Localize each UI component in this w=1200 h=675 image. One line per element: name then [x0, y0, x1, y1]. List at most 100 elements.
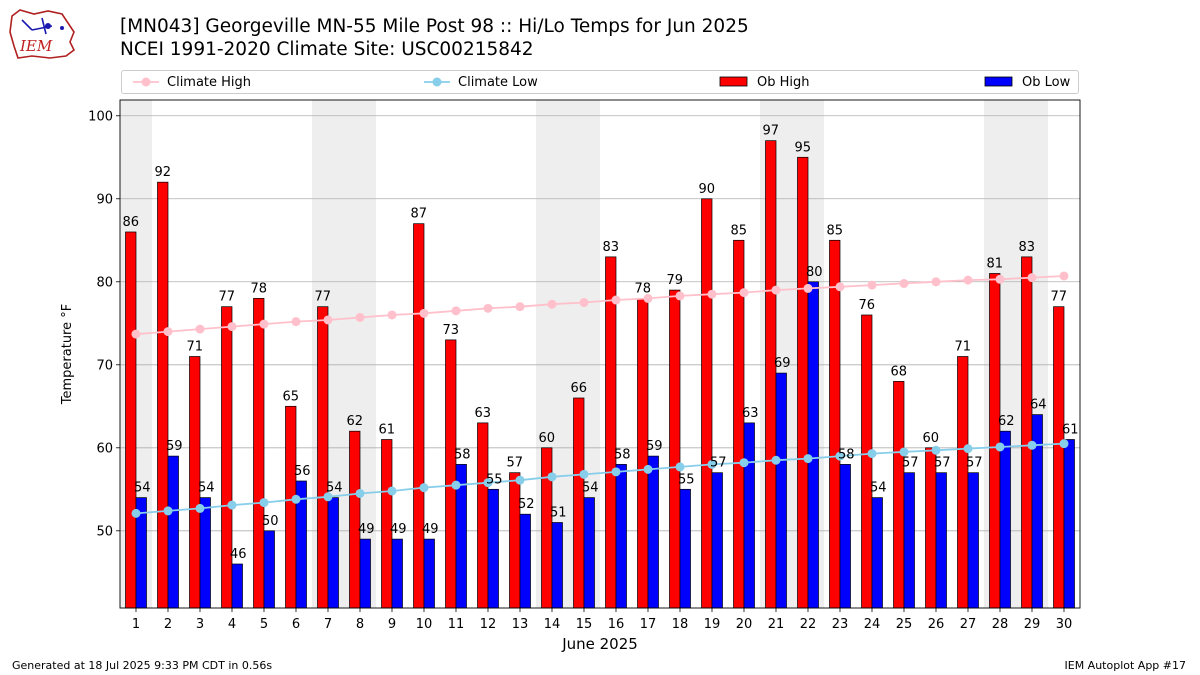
ob-low-bar: [487, 488, 499, 609]
climate-low-point: [131, 508, 141, 518]
ob-high-bar: [1021, 256, 1033, 609]
ob-high-value-label: 77: [314, 290, 331, 305]
ob-high-value-label: 86: [122, 215, 139, 230]
ob-low-value-label: 54: [870, 481, 887, 496]
x-tick-label: 19: [704, 617, 721, 632]
y-axis-label: Temperature °F: [60, 304, 75, 405]
ob-high-bar: [701, 198, 713, 609]
ob-high-swatch-icon: [719, 76, 748, 87]
x-tick-label: 29: [1024, 617, 1041, 632]
climate-high-point: [835, 282, 845, 292]
ob-low-bar: [615, 464, 627, 609]
x-tick-label: 2: [164, 617, 172, 632]
x-tick-label: 15: [576, 617, 593, 632]
climate-low-point: [579, 469, 589, 479]
ob-low-value-label: 63: [742, 406, 759, 421]
ob-low-bar: [871, 497, 883, 609]
x-tick-label: 6: [292, 617, 300, 632]
climate-high-point: [739, 288, 749, 298]
ob-low-bar: [1063, 439, 1075, 609]
ob-low-value-label: 57: [710, 456, 727, 471]
ob-high-value-label: 57: [506, 456, 523, 471]
ob-high-value-label: 78: [250, 281, 267, 296]
ob-low-bar: [935, 472, 947, 609]
climate-low-point: [707, 459, 717, 469]
x-tick-label: 16: [608, 617, 625, 632]
ob-high-value-label: 83: [602, 240, 619, 255]
climate-high-point: [419, 308, 429, 318]
ob-low-value-label: 49: [390, 522, 407, 537]
x-tick-label: 1: [132, 617, 140, 632]
ob-low-value-label: 59: [646, 439, 663, 454]
ob-high-value-label: 79: [666, 273, 683, 288]
x-tick-label: 21: [768, 617, 785, 632]
climate-high-point: [515, 302, 525, 312]
ob-low-value-label: 49: [422, 522, 439, 537]
climate-high-line-icon: [133, 77, 159, 87]
climate-low-point: [867, 449, 877, 459]
ob-high-bar: [253, 298, 265, 609]
ob-low-swatch-icon: [984, 76, 1013, 87]
y-tick-label: 90: [96, 192, 113, 207]
climate-high-point: [547, 299, 557, 309]
ob-low-bar: [743, 422, 755, 609]
ob-low-bar: [391, 538, 403, 609]
ob-low-value-label: 52: [518, 497, 535, 512]
x-tick-label: 26: [928, 617, 945, 632]
climate-high-point: [1059, 271, 1069, 281]
legend-climate-low: Climate Low: [424, 71, 538, 93]
plot-frame: [119, 99, 1081, 609]
x-tick-label: 25: [896, 617, 913, 632]
x-tick-label: 8: [356, 617, 364, 632]
logo-text: IEM: [19, 37, 53, 55]
climate-high-point: [483, 303, 493, 313]
x-tick-label: 22: [800, 617, 817, 632]
ob-low-bar: [167, 455, 179, 609]
climate-low-point: [739, 458, 749, 468]
x-tick-label: 9: [388, 617, 396, 632]
climate-high-point: [611, 295, 621, 305]
climate-high-point: [675, 291, 685, 301]
chart-subtitle: NCEI 1991-2020 Climate Site: USC00215842: [120, 39, 534, 60]
climate-high-point: [771, 285, 781, 295]
climate-high-point: [899, 278, 909, 288]
legend-ob-low-label: Ob Low: [1022, 74, 1071, 90]
ob-low-bar: [839, 464, 851, 609]
ob-low-bar: [551, 522, 563, 609]
legend-ob-high-label: Ob High: [757, 74, 810, 90]
climate-high-point: [867, 280, 877, 290]
x-tick-label: 17: [640, 617, 657, 632]
ob-high-value-label: 60: [922, 431, 939, 446]
ob-high-value-label: 60: [538, 431, 555, 446]
climate-low-point: [515, 475, 525, 485]
ob-high-bar: [765, 140, 777, 609]
ob-low-value-label: 54: [134, 481, 151, 496]
ob-low-bar: [423, 538, 435, 609]
climate-high-point: [387, 310, 397, 320]
climate-high-point: [579, 298, 589, 308]
ob-high-bar: [957, 356, 969, 609]
x-tick-label: 30: [1056, 617, 1073, 632]
ob-low-value-label: 64: [1030, 398, 1047, 413]
chart-title: [MN043] Georgeville MN-55 Mile Post 98 :…: [120, 16, 749, 37]
ob-low-value-label: 54: [198, 481, 215, 496]
legend-climate-high: Climate High: [133, 71, 251, 93]
climate-low-point: [451, 480, 461, 490]
legend: Climate High Climate Low Ob High Ob Low: [121, 70, 1079, 94]
ob-high-bar: [797, 156, 809, 609]
footer-app: IEM Autoplot App #17: [1064, 659, 1187, 672]
climate-low-line-icon: [424, 77, 450, 87]
footer-generated: Generated at 18 Jul 2025 9:33 PM CDT in …: [12, 659, 273, 672]
ob-high-bar: [477, 422, 489, 609]
climate-low-point: [547, 472, 557, 482]
climate-low-point: [355, 488, 365, 498]
y-tick-label: 100: [88, 109, 113, 124]
ob-high-bar: [829, 239, 841, 609]
ob-high-value-label: 83: [1018, 240, 1035, 255]
x-tick-label: 23: [832, 617, 849, 632]
ob-high-bar: [605, 256, 617, 609]
x-tick-label: 20: [736, 617, 753, 632]
ob-high-value-label: 90: [698, 182, 715, 197]
ob-low-bar: [199, 497, 211, 609]
